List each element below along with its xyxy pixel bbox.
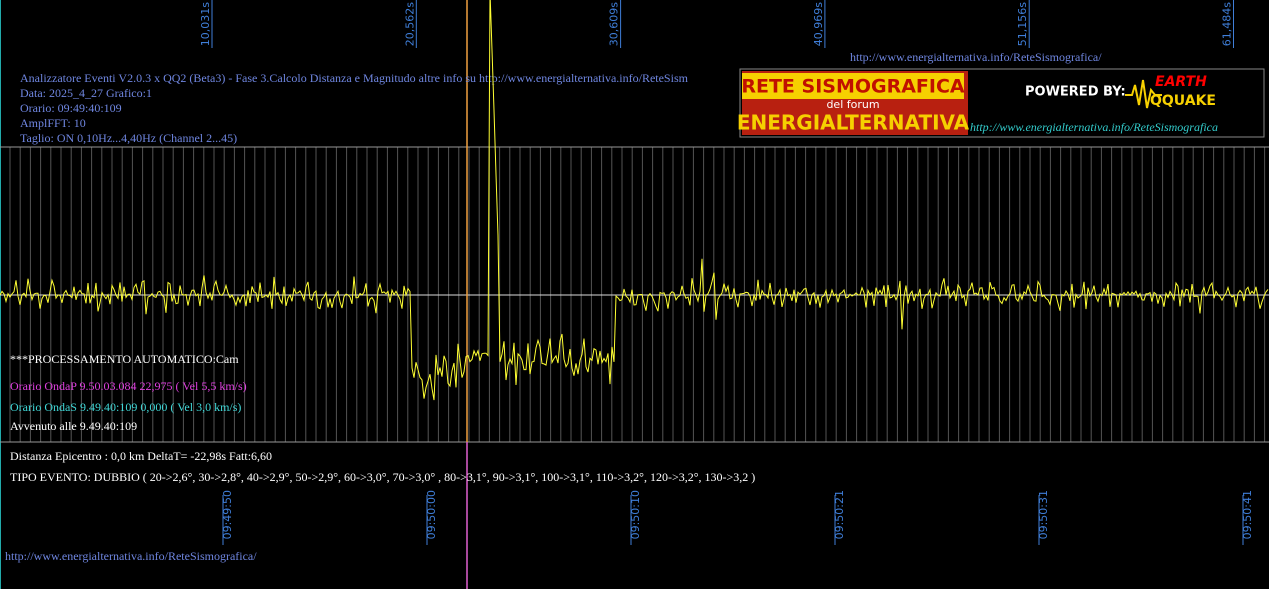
top-time: 51,156s <box>1016 2 1029 46</box>
bottom-time: 09:50:21 <box>833 490 846 539</box>
bottom-time: 09:50:41 <box>1241 490 1254 539</box>
labels: Analizzatore Eventi V2.0.3 x QQ2 (Beta3)… <box>20 0 1254 545</box>
bottom-time: 09:50:00 <box>425 490 438 539</box>
bottom-url: http://www.energialternativa.info/ReteSi… <box>5 549 257 563</box>
info-line: Analizzatore Eventi V2.0.3 x QQ2 (Beta3)… <box>20 71 689 85</box>
onda-p: Orario OndaP 9.50.03.084 22,975 ( Vel 5,… <box>10 379 247 393</box>
top-time: 40,969s <box>812 2 825 46</box>
bottom-time: 09:49:50 <box>221 490 234 539</box>
logo-name: ENERGIALTERNATIVA <box>737 111 970 135</box>
logo-title: RETE SISMOGRAFICA <box>741 76 965 98</box>
top-url: http://www.energialternativa.info/ReteSi… <box>850 50 1102 64</box>
logo: RETE SISMOGRAFICA del forum ENERGIALTERN… <box>737 68 1265 138</box>
logo-url: http://www.energialternativa.info/ReteSi… <box>970 120 1218 134</box>
top-time: 10,031s <box>199 2 212 46</box>
distance: Distanza Epicentro : 0,0 km DeltaT= -22,… <box>10 449 272 463</box>
waveform <box>0 0 1269 401</box>
logo-powered: POWERED BY: <box>1025 85 1126 100</box>
logo-brand-top: EARTH <box>1155 74 1207 90</box>
top-time: 30,609s <box>608 2 621 46</box>
info-line: Data: 2025_4_27 Grafico:1 <box>20 86 152 100</box>
top-time: 20,562s <box>403 2 416 46</box>
event-type: TIPO EVENTO: DUBBIO ( 20->2,6°, 30->2,8°… <box>10 470 755 484</box>
onda-s: Orario OndaS 9.49.40:109 0,000 ( Vel 3,0… <box>10 400 241 414</box>
bottom-time: 09:50:31 <box>1037 490 1050 539</box>
logo-brand-bottom: QQUAKE <box>1150 93 1216 109</box>
info-line: AmplFFT: 10 <box>20 116 86 130</box>
processing: ***PROCESSAMENTO AUTOMATICO:Cam <box>10 352 239 366</box>
occurred: Avvenuto alle 9.49.40:109 <box>10 419 137 433</box>
bottom-time: 09:50:10 <box>629 490 642 539</box>
info-line: Taglio: ON 0,10Hz...4,40Hz (Channel 2...… <box>20 131 237 145</box>
top-time: 61,484s <box>1221 2 1234 46</box>
info-line: Orario: 09:49:40:109 <box>20 101 122 115</box>
logo-subtitle: del forum <box>826 98 879 111</box>
